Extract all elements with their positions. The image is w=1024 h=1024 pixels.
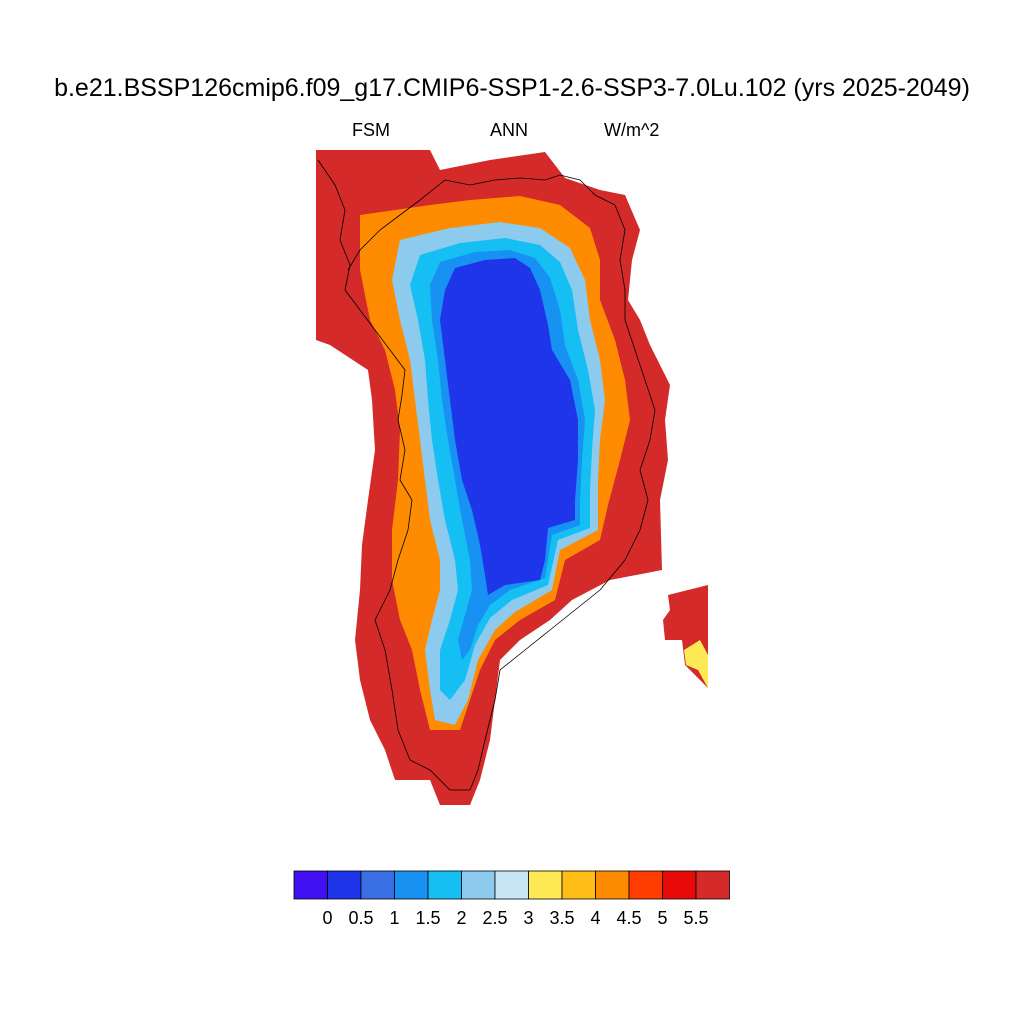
colorbar-swatch — [494, 870, 529, 900]
colorbar-swatch — [394, 870, 429, 900]
colorbar-label: 4.5 — [616, 908, 641, 928]
iceland-fragment-edge — [684, 640, 708, 688]
colorbar-swatch — [528, 870, 563, 900]
colorbar-swatch — [461, 870, 496, 900]
colorbar-swatch — [427, 870, 462, 900]
season-label: ANN — [490, 120, 529, 140]
colorbar-label: 2 — [456, 908, 466, 928]
plot-title: b.e21.BSSP126cmip6.f09_g17.CMIP6-SSP1-2.… — [54, 74, 970, 102]
colorbar-label: 3 — [523, 908, 533, 928]
colorbar-label: 0.5 — [348, 908, 373, 928]
colorbar-swatch — [628, 870, 663, 900]
colorbar-label: 1 — [389, 908, 399, 928]
colorbar-swatch — [293, 870, 328, 900]
colorbar-label: 5.5 — [683, 908, 708, 928]
colorbar-swatch — [695, 870, 730, 900]
colorbar-label: 4 — [590, 908, 600, 928]
colorbar-label: 2.5 — [482, 908, 507, 928]
ice-sheet-interior — [440, 258, 578, 595]
colorbar-swatch — [595, 870, 630, 900]
variable-label: FSM — [352, 120, 390, 140]
colorbar-label: 0 — [322, 908, 332, 928]
colorbar-swatch — [561, 870, 596, 900]
coastline — [317, 159, 656, 791]
colorbar-swatch — [327, 870, 362, 900]
colorbar-swatch — [662, 870, 697, 900]
colorbar-label: 5 — [657, 908, 667, 928]
colorbar-label: 1.5 — [415, 908, 440, 928]
colorbar-swatch — [360, 870, 395, 900]
colorbar-label: 3.5 — [549, 908, 574, 928]
units-label: W/m^2 — [604, 120, 660, 140]
